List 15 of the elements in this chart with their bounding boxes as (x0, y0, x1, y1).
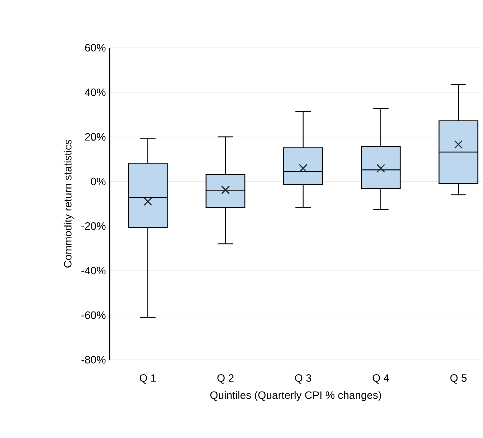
y-tick-label: -20% (82, 222, 106, 230)
x-tick-label: Q 2 (218, 374, 234, 384)
x-axis-title: Quintiles (Quarterly CPI % changes) (210, 391, 382, 402)
y-tick-label: -80% (82, 356, 106, 364)
x-tick-label: Q 4 (372, 374, 390, 384)
y-tick-label: 20% (85, 133, 106, 141)
y-tick-label: -60% (82, 312, 106, 320)
x-tick-label: Q 1 (140, 374, 156, 384)
y-tick-label: 60% (85, 44, 106, 52)
x-tick-label: Q 5 (450, 374, 467, 384)
x-tick-label: Q 3 (295, 374, 312, 384)
y-axis-title: Commodity return statistics (64, 140, 74, 268)
y-tick-label: -40% (82, 267, 106, 275)
y-tick-label: 0% (91, 178, 106, 186)
y-tick-label: 40% (85, 88, 106, 96)
